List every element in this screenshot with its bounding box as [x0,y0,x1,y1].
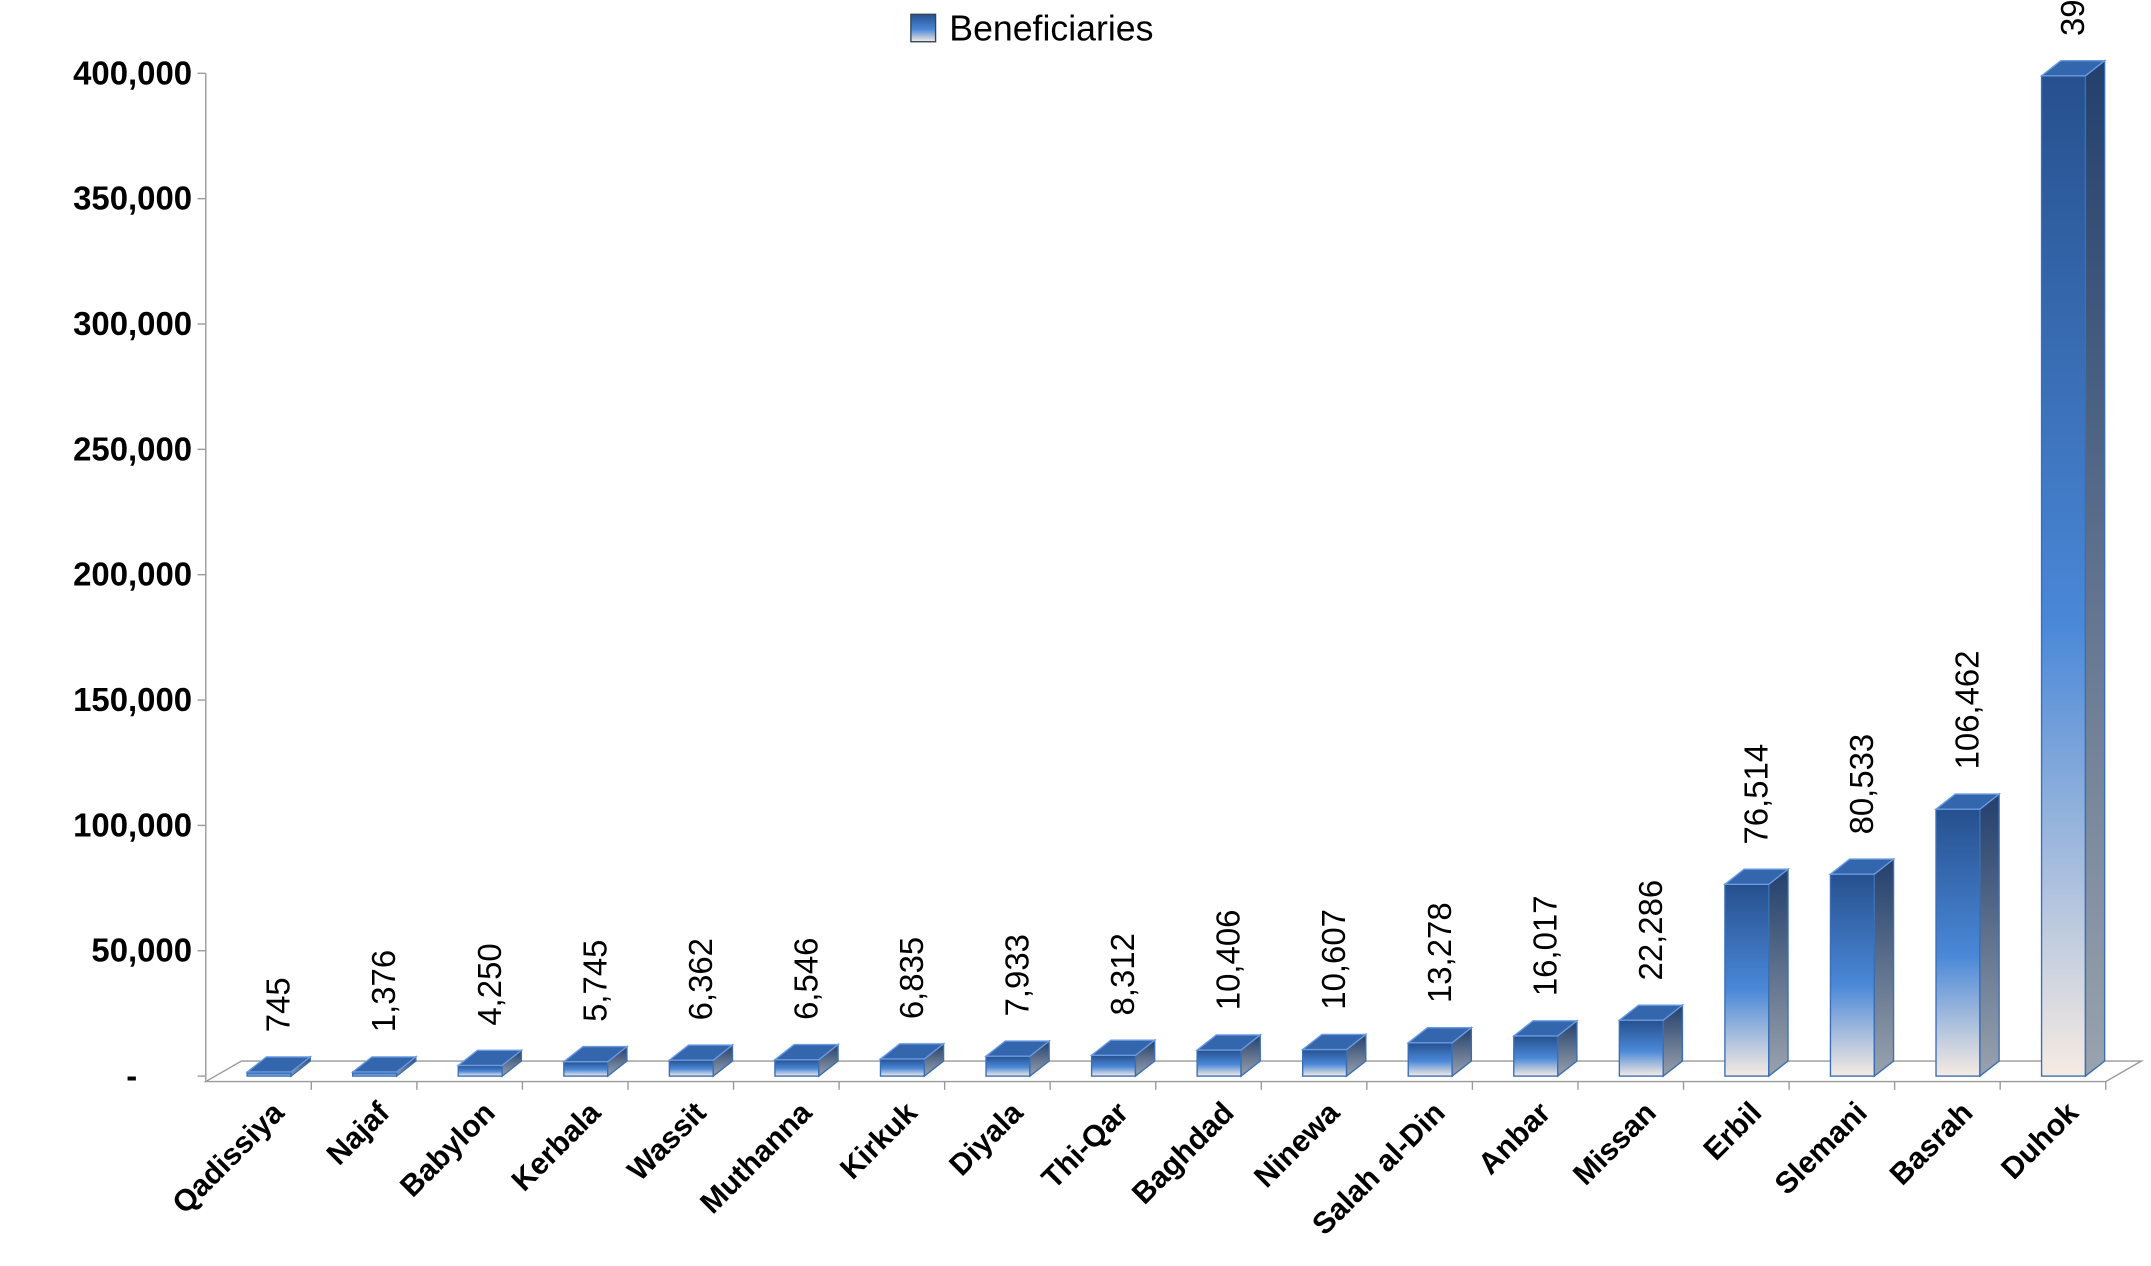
bar [774,1058,820,1077]
bar [1513,1035,1559,1077]
y-tick-label: 350,000 [73,180,192,217]
bar-top [245,1056,313,1073]
value-label: 16,017 [1526,896,1563,997]
bar [668,1059,714,1077]
bar-top [1195,1034,1263,1051]
value-label: 7,933 [999,934,1036,1016]
value-label: 8,312 [1104,933,1141,1015]
x-tick-label: Erbil [1698,1096,1769,1167]
value-label: 76,514 [1737,744,1774,845]
y-tick-label: 300,000 [73,305,192,342]
x-tick-label: Slemani [1769,1096,1874,1201]
bar-side [2084,59,2106,1078]
value-label: 13,278 [1421,902,1458,1003]
x-tick-label: Anbar [1472,1096,1557,1181]
x-tick-label: Ninewa [1248,1096,1346,1194]
x-tick-label: Kerbala [506,1096,608,1198]
bar-top [878,1043,946,1060]
x-tick-label: Baghdad [1126,1096,1241,1211]
y-tick-label: 50,000 [91,932,192,969]
value-label: 22,286 [1632,880,1669,981]
value-label: 6,362 [682,938,719,1020]
value-label: 106,462 [1949,650,1986,769]
bar-top [1828,858,1896,875]
y-tick-label: 100,000 [73,806,192,843]
x-tick-label: Wassit [621,1096,712,1187]
bar-top [1089,1039,1157,1056]
x-tick-label: Muthanna [694,1096,818,1220]
bar [1302,1048,1348,1077]
bar-top [1722,868,1790,885]
x-tick-label: Basrah [1884,1096,1980,1192]
bar [1407,1042,1453,1077]
value-label: 1,376 [365,950,402,1032]
x-tick-label: Babylon [394,1096,501,1203]
x-tick-label: Missan [1567,1096,1663,1192]
bar [1196,1049,1242,1077]
bar [985,1055,1031,1077]
y-tick-label: 200,000 [73,556,192,593]
value-label: 5,745 [576,940,613,1022]
bar-top [2039,60,2107,77]
value-label: 399,000 [2054,0,2091,36]
bar-top [1934,793,2002,810]
bar-top [561,1045,629,1063]
value-label: 10,607 [1315,909,1352,1010]
y-tick-label: - [126,1057,137,1094]
bar [1935,808,1981,1077]
bar-side [1768,867,1789,1078]
y-tick-label: 400,000 [73,54,192,91]
x-tick-label: Qadissiya [166,1096,290,1220]
bar [1724,883,1770,1077]
value-label: 4,250 [471,943,508,1025]
value-label: 6,546 [787,938,824,1020]
bar [563,1061,609,1077]
y-tick-label: 250,000 [73,430,192,467]
bar-top [350,1056,418,1073]
value-label: 745 [260,977,297,1032]
bar-top [456,1049,524,1067]
bar-top [667,1044,735,1061]
x-tick-label: Najaf [321,1095,397,1171]
bar [1618,1019,1664,1077]
y-tick-label: 150,000 [73,681,192,718]
bar [879,1058,926,1077]
x-tick-label: Thi-Qar [1036,1096,1135,1195]
bar-side [1979,792,2000,1078]
x-tick-label: Diyala [943,1096,1029,1182]
bar-top [1511,1020,1579,1037]
bar-side [1873,857,1895,1078]
value-label: 80,533 [1843,734,1880,835]
bar [1829,873,1876,1077]
legend-swatch [910,13,937,43]
bar-top [984,1040,1052,1057]
bar [457,1064,503,1077]
bar [2040,75,2087,1077]
x-tick-label: Kirkuk [834,1096,924,1186]
bar [1090,1054,1137,1077]
bar-top [772,1043,841,1061]
bar-top [1406,1027,1474,1044]
bar-top [1300,1033,1368,1051]
bar-top [1617,1004,1685,1021]
value-label: 6,835 [893,937,930,1019]
x-tick-label: Duhok [1995,1096,2085,1186]
legend-label: Beneficiaries [949,8,1153,48]
value-label: 10,406 [1210,910,1247,1011]
